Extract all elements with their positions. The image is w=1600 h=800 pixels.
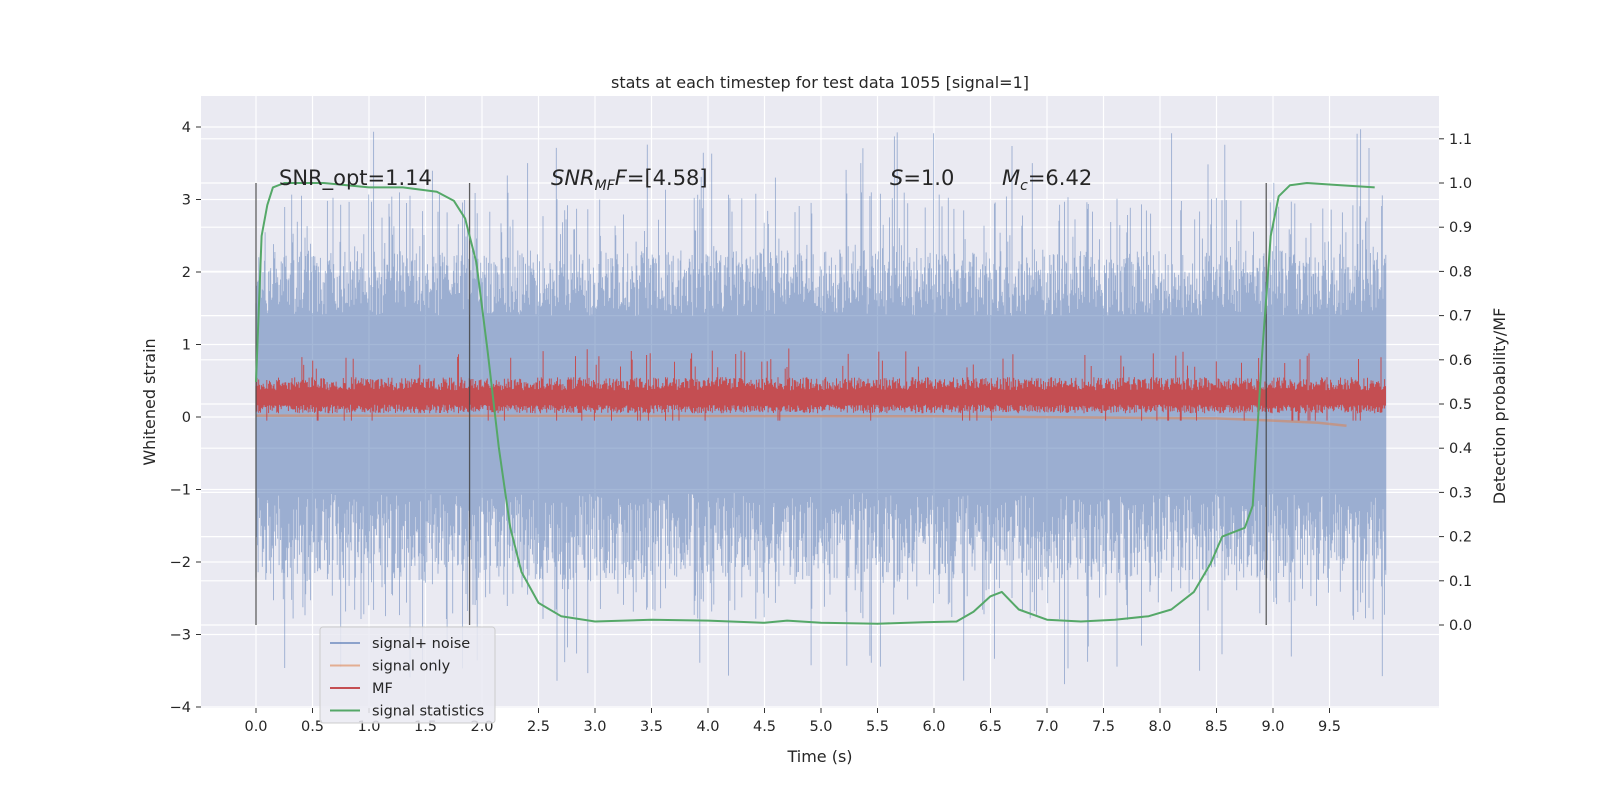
snr-mf-annotation: SNRMFF=[4.58]: [551, 166, 708, 194]
mc-label: M: [1002, 166, 1020, 190]
y2-tick-label: 0.3: [1449, 485, 1472, 501]
x-axis-ticks: 0.0 0.5 1.0 1.5 2.0 2.5 3.0 3.5 4.0 4.5 5.0 5.5 6.0 6…: [244, 708, 1341, 735]
y2-tick-label: 0.8: [1449, 264, 1472, 280]
x-tick-label: 4.0: [696, 719, 719, 735]
legend-label: signal statistics: [372, 704, 484, 720]
y-tick-label: 4: [182, 120, 191, 136]
mc-subscript: c: [1020, 178, 1028, 194]
legend-label: signal only: [372, 659, 451, 675]
x-tick-label: 2.5: [527, 719, 550, 735]
x-tick-label: 6.5: [979, 719, 1002, 735]
x-tick-label: 8.5: [1205, 719, 1228, 735]
y-tick-label: −4: [170, 700, 191, 716]
snr-opt-annotation: SNR_opt=1.14: [279, 166, 432, 191]
y2-tick-label: 0.4: [1449, 441, 1472, 457]
signal-only-line: [255, 414, 1347, 427]
series-signal-only: [255, 414, 1347, 427]
x-tick-label: 5.5: [866, 719, 889, 735]
x-axis-label: Time (s): [786, 747, 852, 766]
snr-mf-f: F: [615, 166, 628, 190]
y2-tick-label: 0.7: [1449, 309, 1472, 325]
x-tick-label: 3.5: [640, 719, 663, 735]
s-annotation: S=1.0: [890, 166, 954, 190]
y2-axis-ticks: 0.0 0.1 0.2 0.3 0.4 0.5 0.6 0.7 0.8 0.9 1.0 1.1: [1439, 132, 1472, 634]
y-tick-label: −1: [170, 483, 191, 499]
y2-tick-label: 0.0: [1449, 618, 1472, 634]
x-tick-label: 5.0: [809, 719, 832, 735]
y2-tick-label: 0.9: [1449, 220, 1472, 236]
y-tick-label: 0: [182, 410, 191, 426]
x-tick-label: 3.0: [583, 719, 606, 735]
y2-tick-label: 0.6: [1449, 353, 1472, 369]
y-tick-label: 3: [182, 193, 191, 209]
x-tick-label: 7.5: [1092, 719, 1115, 735]
x-tick-label: 9.5: [1318, 719, 1341, 735]
x-tick-label: 9.0: [1261, 719, 1284, 735]
y2-tick-label: 0.5: [1449, 397, 1472, 413]
x-tick-label: 8.0: [1148, 719, 1171, 735]
legend-items: signal+ noise signal only MF signal statist…: [330, 636, 484, 720]
legend-label: MF: [372, 681, 393, 697]
y2-tick-label: 1.1: [1449, 132, 1472, 148]
y-tick-label: −2: [170, 555, 191, 571]
s-label: S: [890, 166, 903, 190]
x-tick-label: 0.0: [244, 719, 267, 735]
legend: signal+ noise signal only MF signal statist…: [319, 626, 496, 724]
y2-tick-label: 0.1: [1449, 574, 1472, 590]
s-value: =1.0: [903, 166, 954, 190]
y-axis-ticks: −4 −3 −2 −1 0 1 2 3 4: [170, 120, 201, 716]
series-signal-statistics: [255, 182, 1375, 625]
x-tick-label: 6.0: [922, 719, 945, 735]
y2-tick-label: 1.0: [1449, 176, 1472, 192]
legend-box: [319, 626, 496, 724]
signal-statistics-line: [255, 182, 1375, 625]
x-tick-label: 4.5: [753, 719, 776, 735]
snr-mf-value: =[4.58]: [627, 166, 708, 190]
x-tick-label: 0.5: [301, 719, 324, 735]
y-tick-label: −3: [170, 628, 191, 644]
y2-axis-label: Detection probability/MF: [1490, 308, 1509, 505]
y2-tick-label: 0.2: [1449, 530, 1472, 546]
vertical-markers: [255, 183, 1267, 625]
y-axis-label: Whitened strain: [140, 338, 159, 465]
chart-title: stats at each timestep for test data 105…: [611, 73, 1029, 92]
mc-annotation: Mc=6.42: [1002, 166, 1092, 194]
x-tick-label: 7.0: [1035, 719, 1058, 735]
y-tick-label: 2: [182, 265, 191, 281]
snr-mf-subscript: MF: [595, 178, 616, 194]
y-tick-label: 1: [182, 338, 191, 354]
mc-value: =6.42: [1028, 166, 1092, 190]
legend-label: signal+ noise: [372, 636, 470, 652]
snr-mf-label: SNR: [551, 166, 595, 190]
